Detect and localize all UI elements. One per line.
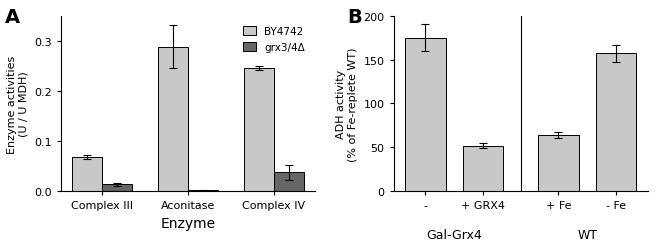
Text: Gal-Grx4: Gal-Grx4 bbox=[426, 228, 482, 241]
Bar bbox=[596, 54, 637, 191]
Text: WT: WT bbox=[577, 228, 597, 241]
Bar bbox=[405, 39, 445, 191]
Bar bbox=[274, 172, 304, 191]
Text: B: B bbox=[348, 8, 362, 27]
Y-axis label: Enzyme activities
(U / U MDH): Enzyme activities (U / U MDH) bbox=[7, 55, 29, 153]
Bar bbox=[158, 48, 188, 191]
X-axis label: Enzyme: Enzyme bbox=[160, 216, 215, 230]
Bar bbox=[73, 158, 102, 191]
Y-axis label: ADH activity
(% of Fe-replete WT): ADH activity (% of Fe-replete WT) bbox=[336, 47, 358, 161]
Bar bbox=[244, 69, 274, 191]
Bar bbox=[102, 184, 132, 191]
Bar bbox=[538, 136, 578, 191]
Text: A: A bbox=[5, 8, 20, 27]
Bar bbox=[463, 146, 504, 191]
Legend: BY4742, grx3/4Δ: BY4742, grx3/4Δ bbox=[238, 22, 310, 58]
